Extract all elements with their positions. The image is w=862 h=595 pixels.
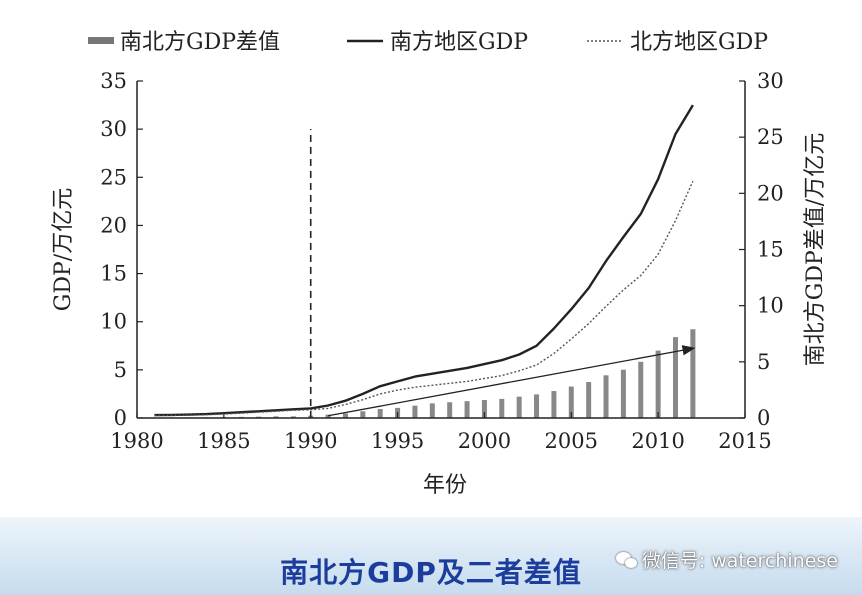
caption-banner bbox=[0, 517, 862, 595]
bar bbox=[412, 405, 418, 418]
y-tick-label-right: 30 bbox=[757, 69, 784, 93]
y-tick-label-left: 5 bbox=[114, 358, 127, 382]
bar bbox=[516, 396, 522, 418]
bar bbox=[342, 413, 348, 418]
legend-label: 北方地区GDP bbox=[630, 30, 768, 55]
y-tick-label-right: 0 bbox=[757, 406, 770, 430]
bar bbox=[290, 416, 296, 418]
chart: 南北方GDP差值 南方地区GDP 北方地区GDP 1980 1985 1990 1995 2… bbox=[51, 30, 828, 498]
bar bbox=[620, 369, 626, 418]
y-tick-label-left: 10 bbox=[100, 310, 127, 334]
south-gdp-line bbox=[154, 104, 694, 417]
x-tick-label: 2015 bbox=[718, 429, 771, 453]
watermark: 微信号: waterchinese bbox=[615, 546, 838, 573]
y-tick-label-left: 35 bbox=[100, 69, 127, 93]
trend-arrow bbox=[327, 345, 696, 417]
bar bbox=[673, 337, 679, 418]
bar bbox=[360, 411, 366, 418]
bar-series bbox=[151, 329, 696, 418]
y-axis-title-right: 南北方GDP差值/万亿元 bbox=[803, 133, 828, 366]
x-tick-label: 2000 bbox=[458, 429, 511, 453]
bar bbox=[429, 403, 435, 418]
x-tick-label: 2005 bbox=[545, 429, 598, 453]
bar bbox=[447, 402, 453, 418]
y-tick-label-right: 15 bbox=[757, 238, 784, 262]
y-tick-label-right: 10 bbox=[757, 294, 784, 318]
bar bbox=[481, 400, 487, 418]
y-tick-label-left: 15 bbox=[100, 262, 127, 286]
bar bbox=[586, 382, 592, 418]
y-tick-label-left: 30 bbox=[100, 117, 127, 141]
legend-label: 南方地区GDP bbox=[390, 30, 528, 55]
bar bbox=[534, 394, 540, 418]
bar bbox=[551, 391, 557, 418]
x-tick-label: 2010 bbox=[631, 429, 684, 453]
bar bbox=[464, 401, 470, 418]
y-tick-label-right: 5 bbox=[757, 350, 770, 374]
bar bbox=[499, 398, 505, 418]
watermark-text: 微信号: waterchinese bbox=[641, 550, 838, 572]
x-axis-title: 年份 bbox=[423, 473, 467, 498]
x-tick-label: 1990 bbox=[284, 429, 337, 453]
y-axis-title-left: GDP/万亿元 bbox=[51, 188, 76, 311]
x-tick-label: 1985 bbox=[197, 429, 250, 453]
bar bbox=[568, 386, 574, 418]
bar bbox=[603, 375, 609, 418]
bar bbox=[325, 414, 331, 418]
bar bbox=[377, 409, 383, 418]
bar bbox=[690, 329, 696, 418]
y-tick-label-left: 25 bbox=[100, 165, 127, 189]
annotations bbox=[309, 129, 696, 418]
axis-labels: 1980 1985 1990 1995 2000 2005 2010 201505101520… bbox=[51, 69, 828, 498]
bar bbox=[638, 361, 644, 418]
legend-swatch-bar bbox=[88, 37, 114, 44]
line-series bbox=[154, 104, 694, 417]
legend: 南北方GDP差值 南方地区GDP 北方地区GDP bbox=[88, 30, 768, 55]
y-tick-label-right: 20 bbox=[757, 181, 784, 205]
y-tick-label-left: 0 bbox=[114, 406, 127, 430]
legend-label: 南北方GDP差值 bbox=[120, 30, 280, 55]
axes bbox=[136, 80, 746, 419]
chart-caption: 南北方GDP及二者差值 bbox=[280, 556, 582, 589]
bar bbox=[273, 416, 279, 418]
x-tick-label: 1995 bbox=[371, 429, 424, 453]
y-tick-label-right: 25 bbox=[757, 125, 784, 149]
wechat-icon bbox=[615, 551, 638, 569]
bar bbox=[655, 350, 661, 418]
y-tick-label-left: 20 bbox=[100, 213, 127, 237]
north-gdp-line bbox=[154, 180, 694, 417]
x-tick-label: 1980 bbox=[110, 429, 163, 453]
